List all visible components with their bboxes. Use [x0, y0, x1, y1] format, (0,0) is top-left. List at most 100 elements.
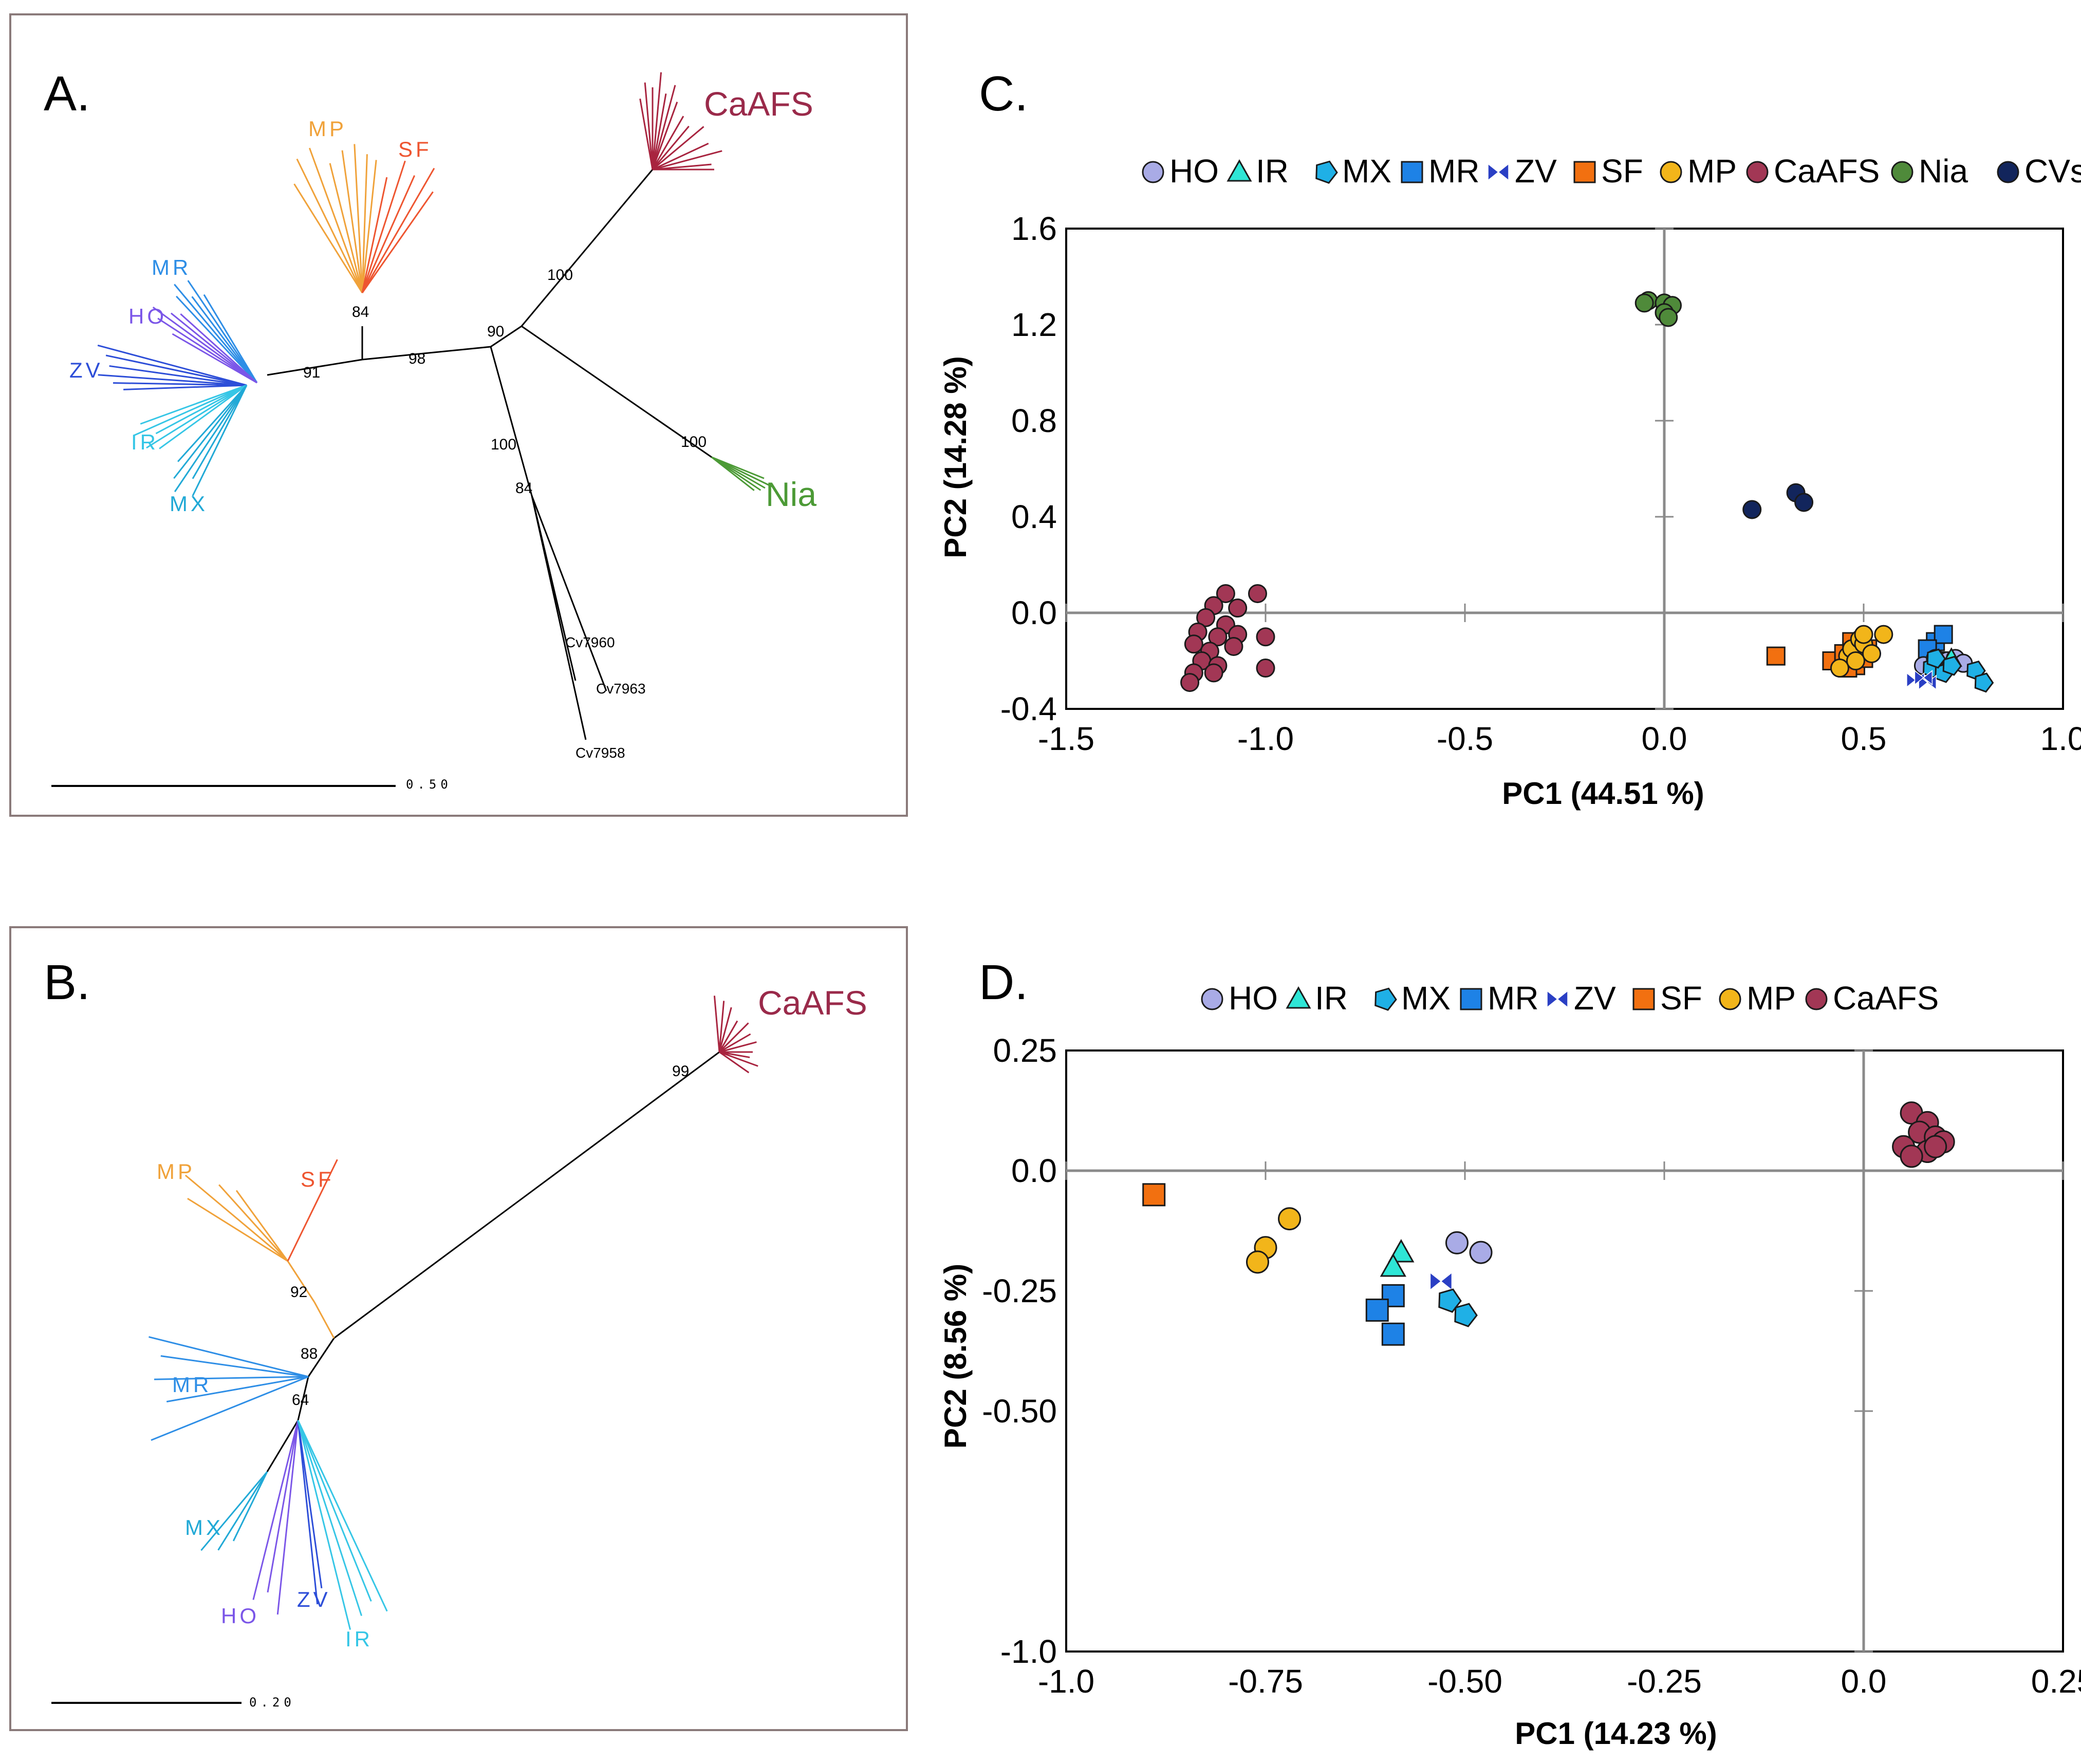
tree-a-zv-leaf [105, 354, 247, 386]
panel-c-tick-labels: -1.5 -1.0 -0.5 0.0 0.5 1.0 1.6 1.2 0.8 0.4 0.0 -0.4 [1000, 210, 2081, 757]
legend-marker-mr [1401, 161, 1423, 183]
tree-a-mp-leaf [361, 154, 368, 293]
panel-c-legend-item-mr: MR [1401, 153, 1480, 190]
tree-b-mp-leaf [218, 1184, 289, 1262]
tree-a-mr-leaf [203, 294, 258, 383]
y-tick-label: -0.50 [982, 1393, 1057, 1430]
x-tick-label: -0.75 [1228, 1663, 1303, 1700]
legend-label-mr: MR [1428, 153, 1480, 190]
tree-a-caafs-leaf [652, 72, 662, 170]
legend-marker-zv-right-wing [1556, 990, 1568, 1008]
legend-label-nia: Nia [1919, 153, 1968, 190]
point-mx [1438, 1288, 1462, 1313]
tree-b-caafs-leaf [719, 1041, 757, 1053]
point-ir [1380, 1253, 1406, 1277]
point-caafs [1256, 659, 1275, 678]
point-nia [1634, 293, 1654, 313]
x-tick-label: -1.0 [1237, 720, 1294, 757]
legend-marker-nia [1891, 161, 1913, 183]
panel-a-frame [9, 13, 908, 817]
panel-d-tick-labels: -1.0 -0.75 -0.50 -0.25 0.0 0.25 0.25 0.0 -0.25 -0… [982, 1032, 2081, 1700]
tree-b-bootstrap-99: 99 [672, 1063, 689, 1080]
tree-b-ir-leaf [297, 1420, 351, 1630]
panel-c-legend-item-zv: ZV [1488, 153, 1557, 190]
tree-a-label-mx: MX [170, 492, 208, 516]
tree-a-label-mp: MP [308, 117, 347, 141]
point-mp [1874, 625, 1893, 644]
tree-a-ir-leaf [140, 384, 247, 425]
panel-d-legend-item-mr: MR [1460, 980, 1539, 1017]
tree-a-zv-leaf [113, 382, 247, 386]
panel-d-y-title: PC2 (8.56 %) [938, 1264, 973, 1449]
tree-a-bootstrap-84-mp: 84 [352, 304, 369, 321]
panel-d-axes [1065, 1049, 2064, 1653]
panel-c-legend-item-ho: HO [1142, 153, 1219, 190]
tree-a-scale-label: 0.50 [406, 777, 452, 792]
panel-c-points [1180, 291, 1994, 693]
tree-b-label-mp: MP [157, 1159, 195, 1184]
tree-a-bootstrap-100-nia: 100 [681, 434, 707, 451]
legend-marker-zv [1547, 990, 1568, 1008]
tree-b-mr-leaf [151, 1376, 309, 1441]
legend-label-mx: MX [1401, 980, 1451, 1017]
x-tick-label: -0.5 [1437, 720, 1493, 757]
y-tick-label: 0.0 [1011, 1152, 1057, 1189]
y-tick-label: 1.2 [1011, 306, 1057, 343]
panel-d-legend-item-zv: ZV [1547, 980, 1616, 1017]
tree-b-caafs-leaf [718, 1007, 732, 1053]
y-tick-label: 0.8 [1011, 402, 1057, 439]
point-caafs [1216, 584, 1235, 604]
panel-c-legend-item-mp: MP [1660, 153, 1737, 190]
point-sf [1766, 646, 1786, 666]
y-tick-label: 0.0 [1011, 594, 1057, 631]
legend-marker-ir [1286, 986, 1311, 1009]
tree-a-mx-leaf [192, 385, 248, 497]
tree-a-bootstrap-90: 90 [487, 323, 504, 340]
legend-marker-mp [1660, 161, 1682, 183]
tree-a-ho-leaf [152, 306, 257, 384]
legend-marker-mp [1719, 988, 1741, 1010]
tree-a-ir-leaf [155, 384, 247, 435]
legend-marker-cvs [1997, 161, 2019, 183]
tree-b-mp-leaf [184, 1174, 288, 1262]
tree-a-mp-leaf [293, 183, 363, 293]
point-cvs [1742, 500, 1762, 519]
tree-a-label-mr: MR [152, 255, 191, 279]
tree-a-caafs-leaf [652, 150, 722, 171]
panel-d-plot-frame [1065, 1049, 2064, 1653]
legend-label-mr: MR [1488, 980, 1539, 1017]
legend-marker-caafs [1746, 161, 1769, 183]
point-caafs [1208, 627, 1228, 647]
tree-b-label-caafs: CaAFS [758, 984, 867, 1022]
tree-a-mp-leaf [341, 150, 363, 293]
tree-a-mp-leaf [329, 163, 363, 293]
tree-a-mr-leaf [176, 295, 258, 384]
tree-b-zv-leaf [297, 1420, 323, 1588]
panel-c-letter: C. [979, 66, 1028, 121]
tree-a-mx-leaf [174, 385, 248, 493]
legend-label-ir: IR [1256, 153, 1289, 190]
tree-b-caafs-leaf [719, 1051, 750, 1058]
point-caafs [1228, 598, 1248, 618]
tree-b-label-zv: ZV [297, 1587, 331, 1611]
tree-a-backbone [267, 169, 712, 740]
y-tick-label: 0.25 [993, 1032, 1057, 1069]
point-caafs [1900, 1144, 1923, 1168]
panel-d-legend-item-mx: MX [1374, 980, 1451, 1017]
point-caafs [1248, 584, 1267, 604]
tree-b-label-ho: HO [221, 1604, 259, 1628]
legend-marker-mr [1460, 988, 1482, 1010]
panel-d-legend: HO IR MX MR ZV SF MP CaAFS [1201, 980, 1939, 1017]
point-mr [1934, 625, 1953, 644]
tree-a-label-caafs: CaAFS [704, 85, 813, 123]
point-zv-right-wing [1923, 670, 1933, 686]
x-tick-label: -0.25 [1627, 1663, 1702, 1700]
tree-b-mr-leaf [160, 1355, 309, 1378]
tree-a-ho-leaf [157, 317, 257, 384]
panel-c-y-title: PC2 (14.28 %) [938, 356, 973, 558]
tree-b-mr-leaf [154, 1376, 309, 1380]
point-zv-left-wing [1914, 670, 1924, 686]
x-tick-label: 0.0 [1841, 1663, 1887, 1700]
legend-marker-sf [1573, 161, 1596, 183]
panel-b: B. CaAFS MP SF MR MX HO ZV IR 99 92 88 6… [9, 926, 908, 1731]
